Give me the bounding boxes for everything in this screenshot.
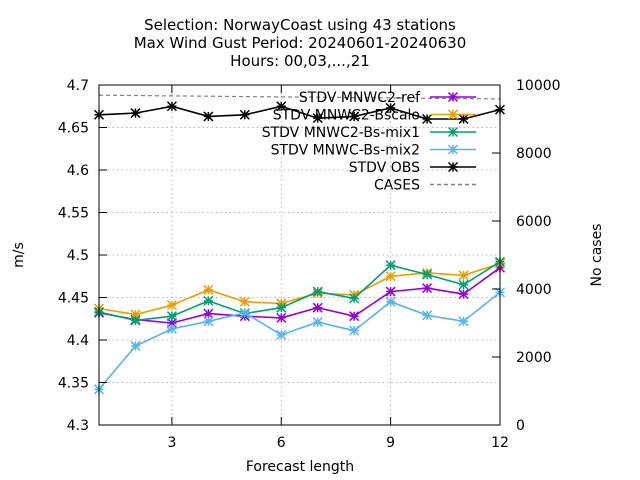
series-line-4	[98, 105, 501, 120]
x-tick-label: 3	[167, 435, 176, 451]
data-point-3	[239, 307, 250, 318]
y-tick-label: 4.3	[67, 418, 89, 434]
data-point-4	[422, 113, 433, 125]
title-line-1: Selection: NorwayCoast using 43 stations	[144, 16, 456, 34]
y-tick-label: 4.4	[67, 333, 89, 349]
y2-tick-label: 6000	[516, 214, 552, 230]
data-point-0	[203, 308, 214, 319]
y2-axis-label: No cases	[589, 224, 605, 287]
y-tick-label: 4.7	[67, 78, 89, 94]
y2-tick-label: 0	[516, 418, 525, 434]
axis-ticks: 4.3 4.35 4.4 4.45 4.5 4.55 4.6 4.65 4.7 0 2000 4000…	[58, 78, 561, 451]
data-point-0	[312, 302, 323, 313]
data-point-2	[422, 269, 433, 280]
data-point-3	[203, 316, 214, 327]
legend-label-1: STDV MNWC2-Bscalo	[273, 108, 420, 124]
data-point-4	[276, 101, 287, 112]
legend-marker-3	[447, 144, 459, 155]
data-point-1	[239, 296, 250, 307]
legend-marker-4	[447, 161, 459, 173]
y-tick-label: 4.55	[58, 206, 89, 222]
data-point-4	[239, 109, 250, 120]
legend-label-3: STDV MNWC-Bs-mix2	[271, 143, 420, 159]
y-tick-label: 4.45	[58, 291, 89, 307]
series-line-5	[98, 94, 501, 100]
data-point-2	[276, 302, 287, 313]
series-layer	[93, 94, 506, 395]
data-point-0	[276, 312, 287, 323]
data-point-2	[312, 286, 323, 297]
data-point-0	[458, 289, 469, 300]
y2-tick-label: 2000	[516, 350, 552, 366]
data-point-2	[385, 260, 396, 271]
data-point-2	[349, 293, 360, 304]
x-tick-label: 12	[491, 435, 509, 451]
title-line-3: Hours: 00,03,...,21	[230, 52, 370, 70]
chart-title: Selection: NorwayCoast using 43 stations…	[134, 16, 467, 70]
data-point-1	[203, 284, 214, 295]
legend-marker-2	[447, 126, 459, 138]
legend-marker-0	[447, 91, 459, 103]
title-line-2: Max Wind Gust Period: 20240601-20240630	[134, 34, 467, 52]
y-tick-label: 4.35	[58, 376, 89, 392]
data-point-1	[458, 270, 469, 281]
legend-label-5: CASES	[374, 178, 420, 194]
data-point-3	[276, 329, 287, 340]
legend-marker-1	[447, 109, 459, 120]
data-point-3	[385, 296, 396, 307]
legend-label-4: STDV OBS	[349, 160, 420, 176]
legend-label-0: STDV MNWC2-ref	[299, 90, 421, 106]
data-point-4	[458, 113, 469, 125]
x-tick-label: 6	[277, 435, 286, 451]
series-line-3	[98, 291, 501, 390]
series-line-0	[98, 267, 501, 324]
legend-label-2: STDV MNWC2-Bs-mix1	[262, 125, 420, 141]
data-point-4	[166, 101, 177, 112]
data-point-4	[130, 108, 141, 119]
y-tick-label: 4.65	[58, 121, 89, 137]
series-line-1	[98, 262, 501, 316]
data-point-0	[349, 311, 360, 322]
data-point-4	[203, 111, 214, 122]
data-point-0	[422, 283, 433, 294]
x-tick-label: 9	[386, 435, 395, 451]
data-point-3	[349, 325, 360, 336]
data-point-2	[458, 279, 469, 290]
data-point-3	[422, 310, 433, 321]
data-point-2	[166, 311, 177, 322]
y2-tick-label: 8000	[516, 146, 552, 162]
grid	[99, 85, 500, 425]
data-point-0	[385, 286, 396, 297]
data-point-3	[166, 323, 177, 334]
data-point-3	[312, 317, 323, 328]
x-axis-label: Forecast length	[246, 459, 354, 475]
data-point-4	[349, 111, 360, 122]
y2-tick-label: 4000	[516, 282, 552, 298]
data-point-1	[385, 271, 396, 282]
data-point-2	[130, 315, 141, 326]
data-point-3	[458, 316, 469, 327]
data-point-1	[166, 300, 177, 311]
data-point-2	[203, 295, 214, 306]
y-tick-label: 4.6	[67, 163, 89, 179]
y2-tick-label: 10000	[516, 78, 561, 94]
data-point-3	[130, 340, 141, 351]
y-tick-label: 4.5	[67, 248, 89, 264]
data-point-4	[312, 113, 323, 124]
data-point-4	[385, 102, 396, 113]
y-axis-label: m/s	[11, 242, 27, 268]
series-line-2	[98, 261, 501, 322]
